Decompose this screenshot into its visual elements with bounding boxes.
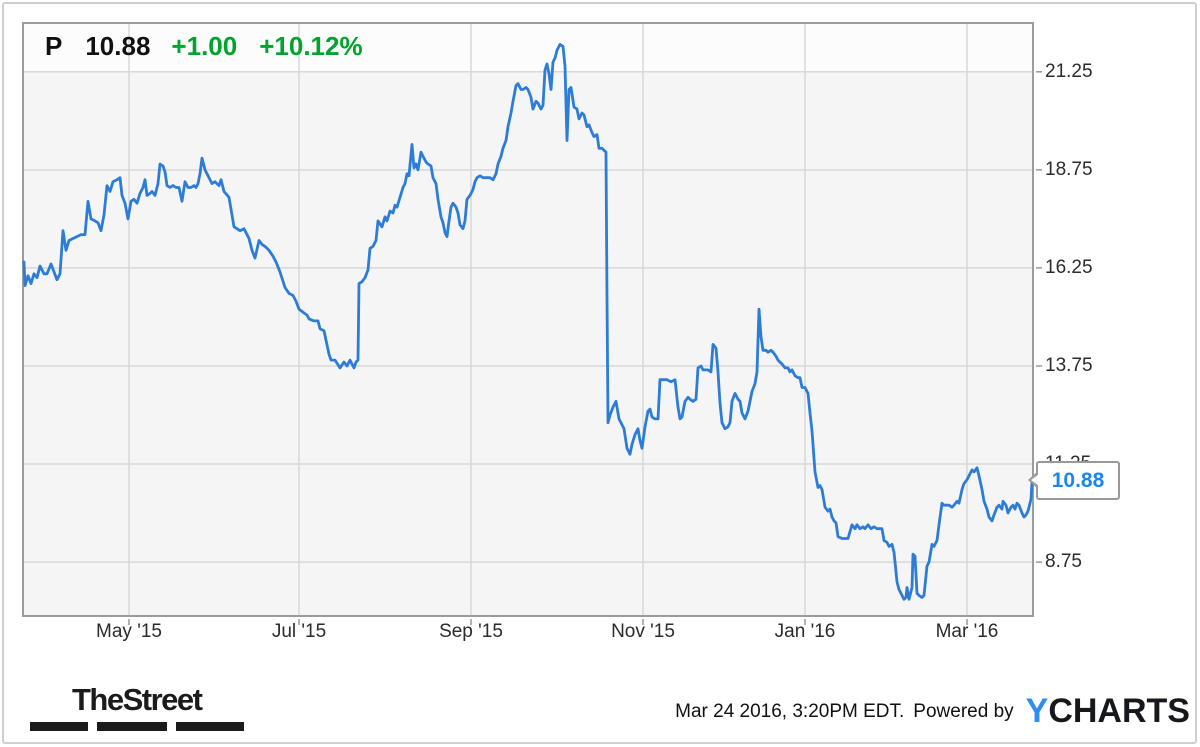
thestreet-logo-bars — [30, 722, 244, 731]
y-axis-tick-label: 13.75 — [1045, 355, 1093, 376]
price-change: +1.00 — [171, 31, 238, 61]
footer-attribution: Mar 24 2016, 3:20PM EDT. Powered by YCHA… — [675, 692, 1190, 731]
x-axis-tick-label: Jul '15 — [271, 621, 327, 642]
ycharts-logo: YCHARTS — [1026, 692, 1190, 731]
plot-background — [24, 24, 1032, 615]
last-price-callout-value: 10.88 — [1051, 468, 1105, 492]
ycharts-logo-y: Y — [1025, 692, 1049, 730]
ticker-symbol: P — [45, 31, 63, 61]
powered-by-label: Powered by — [913, 700, 1014, 722]
quote-legend: P 10.88 +1.00 +10.12% — [45, 31, 363, 62]
x-axis-tick-label: Nov '15 — [611, 621, 675, 642]
price-change-percent: +10.12% — [259, 31, 363, 61]
x-axis-tick-label: Mar '16 — [935, 621, 999, 642]
thestreet-logo: TheStreet — [72, 682, 203, 717]
price-line — [22, 43, 1034, 601]
y-axis-tick-label: 18.75 — [1045, 159, 1093, 180]
y-axis-tick-label: 21.25 — [1045, 61, 1093, 82]
price-chart-svg — [22, 24, 1042, 625]
quote-timestamp: Mar 24 2016, 3:20PM EDT. — [675, 700, 905, 722]
last-price-callout: 10.88 — [1028, 461, 1120, 500]
y-axis-tick-label: 16.25 — [1045, 257, 1093, 278]
x-axis-tick-label: Sep '15 — [439, 621, 503, 642]
plot-top-band — [24, 24, 1032, 72]
x-axis-tick-label: Jan '16 — [774, 621, 836, 642]
logo-bar — [30, 722, 88, 731]
x-axis-tick-label: May '15 — [96, 621, 162, 642]
last-price: 10.88 — [85, 31, 151, 61]
logo-bar — [97, 722, 167, 731]
logo-bar — [176, 722, 244, 731]
y-axis-tick-label: 8.75 — [1045, 551, 1082, 572]
ycharts-logo-rest: CHARTS — [1048, 692, 1190, 730]
